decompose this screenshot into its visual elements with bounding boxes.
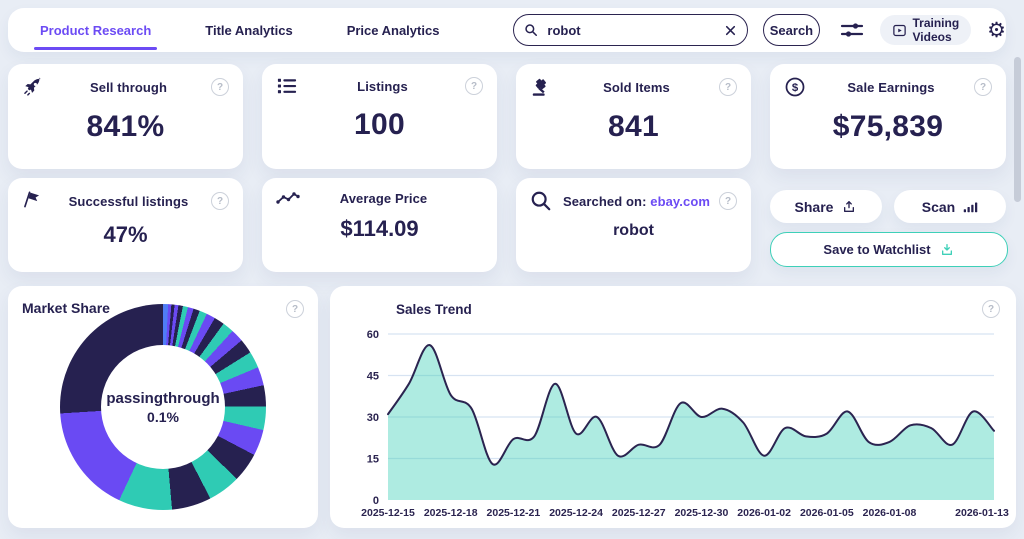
search-input[interactable] bbox=[545, 21, 725, 39]
searched-on-label: Searched on: bbox=[562, 193, 647, 209]
signal-bars-icon bbox=[963, 200, 978, 214]
tab-label: Title Analytics bbox=[205, 22, 293, 38]
help-icon[interactable]: ? bbox=[719, 78, 737, 96]
svg-text:2025-12-21: 2025-12-21 bbox=[487, 507, 541, 519]
svg-text:45: 45 bbox=[367, 371, 379, 383]
trend-icon bbox=[276, 190, 300, 206]
gavel-icon bbox=[530, 76, 554, 98]
svg-text:2026-01-02: 2026-01-02 bbox=[737, 507, 791, 519]
help-icon[interactable]: ? bbox=[286, 300, 304, 318]
help-icon[interactable]: ? bbox=[719, 192, 737, 210]
svg-text:60: 60 bbox=[367, 329, 379, 341]
stat-card-average-price: Average Price $114.09 bbox=[262, 178, 497, 272]
stat-title: Average Price bbox=[339, 190, 428, 206]
stat-value: $75,839 bbox=[832, 110, 944, 143]
search-icon bbox=[524, 23, 538, 37]
stat-title: Sell through bbox=[89, 79, 168, 95]
share-button-label: Share bbox=[794, 198, 834, 215]
donut-center-value: 0.1% bbox=[147, 408, 179, 425]
help-icon[interactable]: ? bbox=[211, 78, 229, 96]
active-tab-indicator bbox=[34, 47, 158, 50]
help-icon[interactable]: ? bbox=[974, 78, 992, 96]
top-navigation-bar: Product Research Title Analytics Price A… bbox=[8, 8, 1006, 52]
tab-label: Product Research bbox=[40, 22, 152, 38]
tab-title-analytics[interactable]: Title Analytics bbox=[199, 8, 298, 52]
stat-value: 841% bbox=[86, 110, 165, 143]
stat-value: robot bbox=[613, 222, 654, 239]
svg-text:15: 15 bbox=[367, 454, 379, 466]
share-button[interactable]: Share bbox=[770, 190, 882, 223]
sales-trend-chart: 0 15 30 45 60 2025-12-15 2025-12-18 2025-12-21 2… bbox=[361, 329, 1009, 519]
svg-text:0: 0 bbox=[373, 495, 379, 507]
scan-button[interactable]: Scan bbox=[894, 190, 1006, 223]
stat-value: 47% bbox=[103, 222, 148, 247]
search-box bbox=[513, 14, 749, 46]
stat-title: Sale Earnings bbox=[847, 79, 935, 95]
video-play-icon bbox=[892, 23, 907, 38]
stat-value: 100 bbox=[354, 108, 405, 141]
tab-product-research[interactable]: Product Research bbox=[34, 8, 158, 52]
filters-sliders-icon[interactable] bbox=[840, 19, 864, 41]
stat-card-listings: Listings ? 100 bbox=[262, 64, 497, 169]
clear-search-icon[interactable] bbox=[724, 24, 737, 37]
market-share-title: Market Share bbox=[22, 300, 110, 316]
tab-label: Price Analytics bbox=[346, 22, 440, 38]
flag-icon bbox=[22, 190, 46, 212]
stat-title: Listings bbox=[357, 78, 408, 94]
donut-center-label: passingthrough bbox=[106, 389, 220, 407]
search-button[interactable]: Search bbox=[763, 14, 820, 46]
stat-card-sold-items: Sold Items ? 841 bbox=[516, 64, 751, 169]
training-videos-button[interactable]: Training Videos bbox=[879, 15, 972, 45]
stat-value: $114.09 bbox=[340, 216, 419, 241]
stat-card-sale-earnings: $ Sale Earnings ? $75,839 bbox=[770, 64, 1006, 169]
stat-card-successful-listings: Successful listings ? 47% bbox=[8, 178, 243, 272]
svg-text:2025-12-24: 2025-12-24 bbox=[549, 507, 603, 519]
svg-text:2025-12-18: 2025-12-18 bbox=[424, 507, 478, 519]
rocket-icon bbox=[22, 76, 46, 98]
stat-card-searched-on: Searched on: ebay.com ? robot bbox=[516, 178, 751, 272]
searched-on-site-link[interactable]: ebay.com bbox=[650, 193, 711, 209]
sales-trend-card: Sales Trend ? 0 15 30 45 60 2025-12-15 2025-12… bbox=[330, 286, 1016, 528]
save-download-icon bbox=[939, 242, 955, 258]
svg-text:30: 30 bbox=[367, 412, 379, 424]
help-icon[interactable]: ? bbox=[211, 192, 229, 210]
help-icon[interactable]: ? bbox=[982, 300, 1000, 318]
svg-text:2026-01-13: 2026-01-13 bbox=[955, 507, 1009, 519]
training-videos-label: Training Videos bbox=[912, 16, 960, 44]
nav-tabs: Product Research Title Analytics Price A… bbox=[34, 8, 487, 52]
dollar-icon: $ bbox=[784, 76, 808, 98]
help-icon[interactable]: ? bbox=[465, 77, 483, 95]
settings-gear-icon[interactable]: ⚙ bbox=[987, 17, 1006, 42]
svg-text:2026-01-05: 2026-01-05 bbox=[800, 507, 854, 519]
search-icon bbox=[530, 190, 554, 212]
scan-button-label: Scan bbox=[921, 198, 956, 215]
svg-text:2025-12-27: 2025-12-27 bbox=[612, 507, 666, 519]
save-to-watchlist-label: Save to Watchlist bbox=[823, 242, 931, 257]
donut-center: passingthrough 0.1% bbox=[101, 345, 225, 469]
stat-card-sell-through: Sell through ? 841% bbox=[8, 64, 243, 169]
svg-text:2026-01-08: 2026-01-08 bbox=[863, 507, 917, 519]
svg-text:2025-12-30: 2025-12-30 bbox=[675, 507, 729, 519]
svg-text:$: $ bbox=[792, 82, 799, 94]
list-icon bbox=[276, 76, 300, 96]
market-share-card: Market Share ? passingthrough 0.1% bbox=[8, 286, 318, 528]
svg-text:2025-12-15: 2025-12-15 bbox=[361, 507, 415, 519]
upload-icon bbox=[841, 199, 857, 215]
tab-price-analytics[interactable]: Price Analytics bbox=[341, 8, 446, 52]
stat-value: 841 bbox=[608, 110, 659, 143]
stat-title: Successful listings bbox=[68, 193, 189, 209]
sales-trend-title: Sales Trend bbox=[396, 302, 472, 317]
stat-title: Searched on: ebay.com bbox=[554, 194, 719, 209]
stat-title: Sold Items bbox=[603, 79, 670, 95]
vertical-scrollbar[interactable] bbox=[1014, 57, 1021, 202]
save-to-watchlist-button[interactable]: Save to Watchlist bbox=[770, 232, 1008, 267]
